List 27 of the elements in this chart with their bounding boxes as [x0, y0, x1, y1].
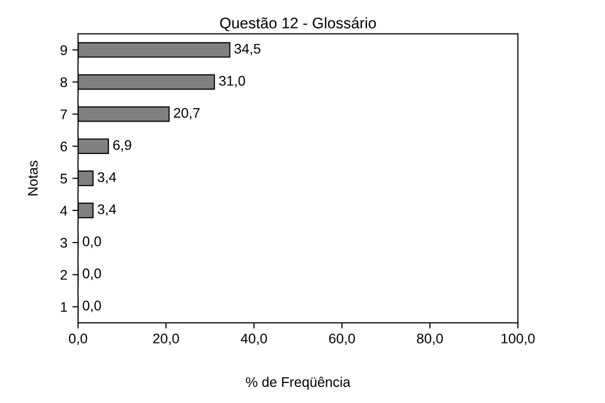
y-tick-label: 1 [60, 302, 67, 312]
x-tick-label: 80,0 [417, 334, 443, 346]
data-label: 6,9 [113, 140, 132, 152]
x-tick-label: 20,0 [153, 334, 179, 346]
y-tick-label: 5 [60, 174, 68, 184]
y-tick-label: 6 [60, 142, 68, 152]
y-tick-label: 3 [60, 238, 68, 248]
data-label: 31,0 [219, 76, 246, 88]
x-axis-title: % de Freqüência [246, 376, 350, 390]
x-tick-label: 100,0 [502, 334, 535, 346]
y-tick-label: 7 [60, 110, 67, 120]
x-tick-label: 0,0 [68, 334, 88, 346]
x-tick-label: 40,0 [240, 334, 267, 346]
y-tick-label: 8 [60, 77, 68, 88]
y-tick-label: 9 [60, 45, 67, 56]
data-label: 0,0 [82, 268, 101, 280]
data-label: 3,4 [98, 172, 116, 184]
y-tick-label: 2 [60, 270, 67, 280]
chart-title: Questão 12 - Glossário [220, 17, 376, 32]
data-label: 3,4 [98, 204, 116, 216]
data-label: 34,5 [234, 44, 260, 56]
y-tick-label: 4 [60, 206, 68, 216]
data-label: 20,7 [174, 108, 200, 120]
x-tick-label: 60,0 [329, 334, 355, 346]
data-label: 0,0 [82, 300, 101, 312]
y-axis-title: Notas [28, 160, 38, 196]
data-label: 0,0 [82, 236, 101, 248]
